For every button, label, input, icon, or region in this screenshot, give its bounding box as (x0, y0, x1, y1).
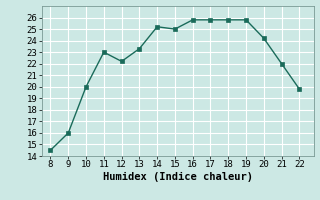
X-axis label: Humidex (Indice chaleur): Humidex (Indice chaleur) (103, 172, 252, 182)
